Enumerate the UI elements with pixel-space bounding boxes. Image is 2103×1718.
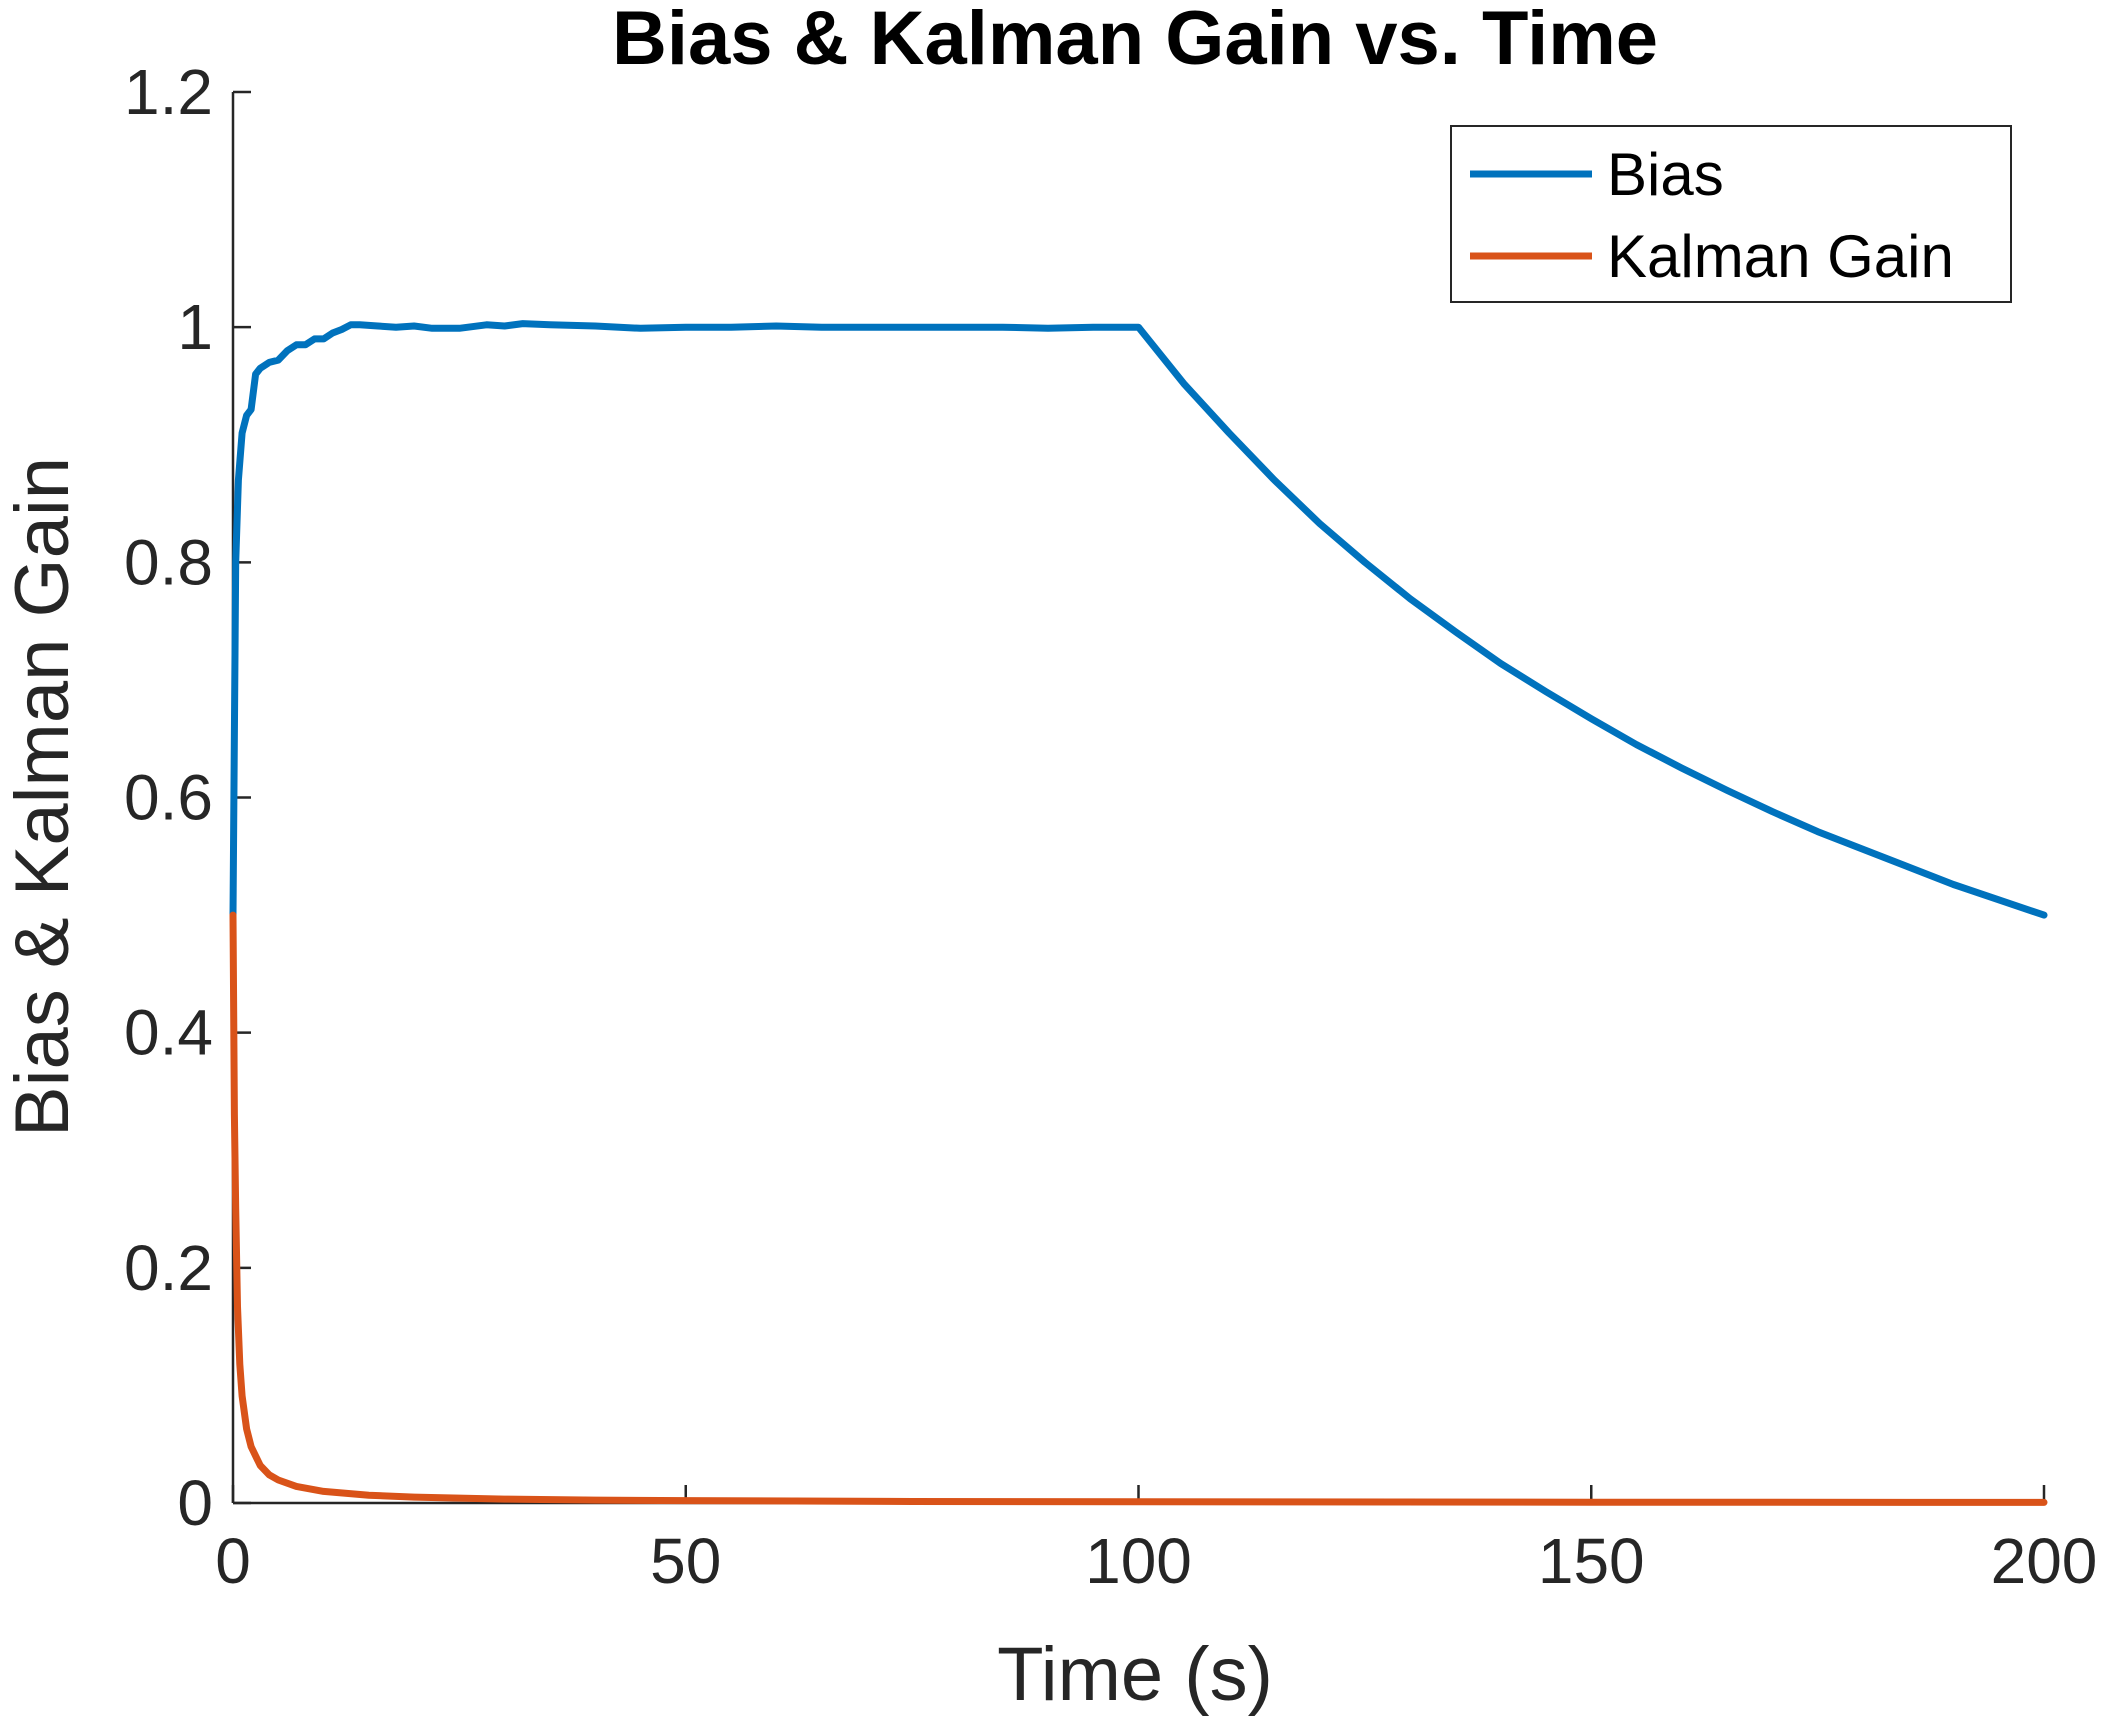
x-axis-label: Time (s) (997, 1632, 1273, 1717)
legend-label-bias: Bias (1607, 141, 1724, 208)
x-tick-label: 50 (650, 1525, 721, 1597)
x-tick-label: 100 (1085, 1525, 1192, 1597)
x-tick-label: 150 (1538, 1525, 1645, 1597)
y-tick-label: 1 (177, 291, 213, 363)
chart-title: Bias & Kalman Gain vs. Time (612, 0, 1658, 81)
y-tick-label: 0 (177, 1467, 213, 1539)
series-line-kalman-gain (229, 911, 2048, 1506)
y-ticks: 0 0.2 0.4 0.6 0.8 1 1.2 (124, 56, 251, 1539)
legend: Bias Kalman Gain (1450, 125, 2012, 303)
y-tick-label: 0.4 (124, 997, 213, 1069)
y-tick-label: 0.2 (124, 1232, 213, 1304)
y-axis-label: Bias & Kalman Gain (0, 457, 85, 1137)
y-tick-label: 1.2 (124, 56, 213, 128)
y-tick-label: 0.8 (124, 526, 213, 598)
series-group (229, 320, 2048, 1506)
plot-area: 0 50 100 150 200 0 0.2 0.4 0.6 0.8 1 1.2 (124, 56, 2097, 1597)
series-line-bias (229, 320, 2048, 919)
legend-box (1450, 125, 2012, 303)
y-tick-label: 0.6 (124, 762, 213, 834)
x-tick-label: 200 (1991, 1525, 2098, 1597)
x-tick-label: 0 (215, 1525, 251, 1597)
x-ticks: 0 50 100 150 200 (215, 1485, 2097, 1597)
legend-label-kalman-gain: Kalman Gain (1607, 223, 1954, 290)
